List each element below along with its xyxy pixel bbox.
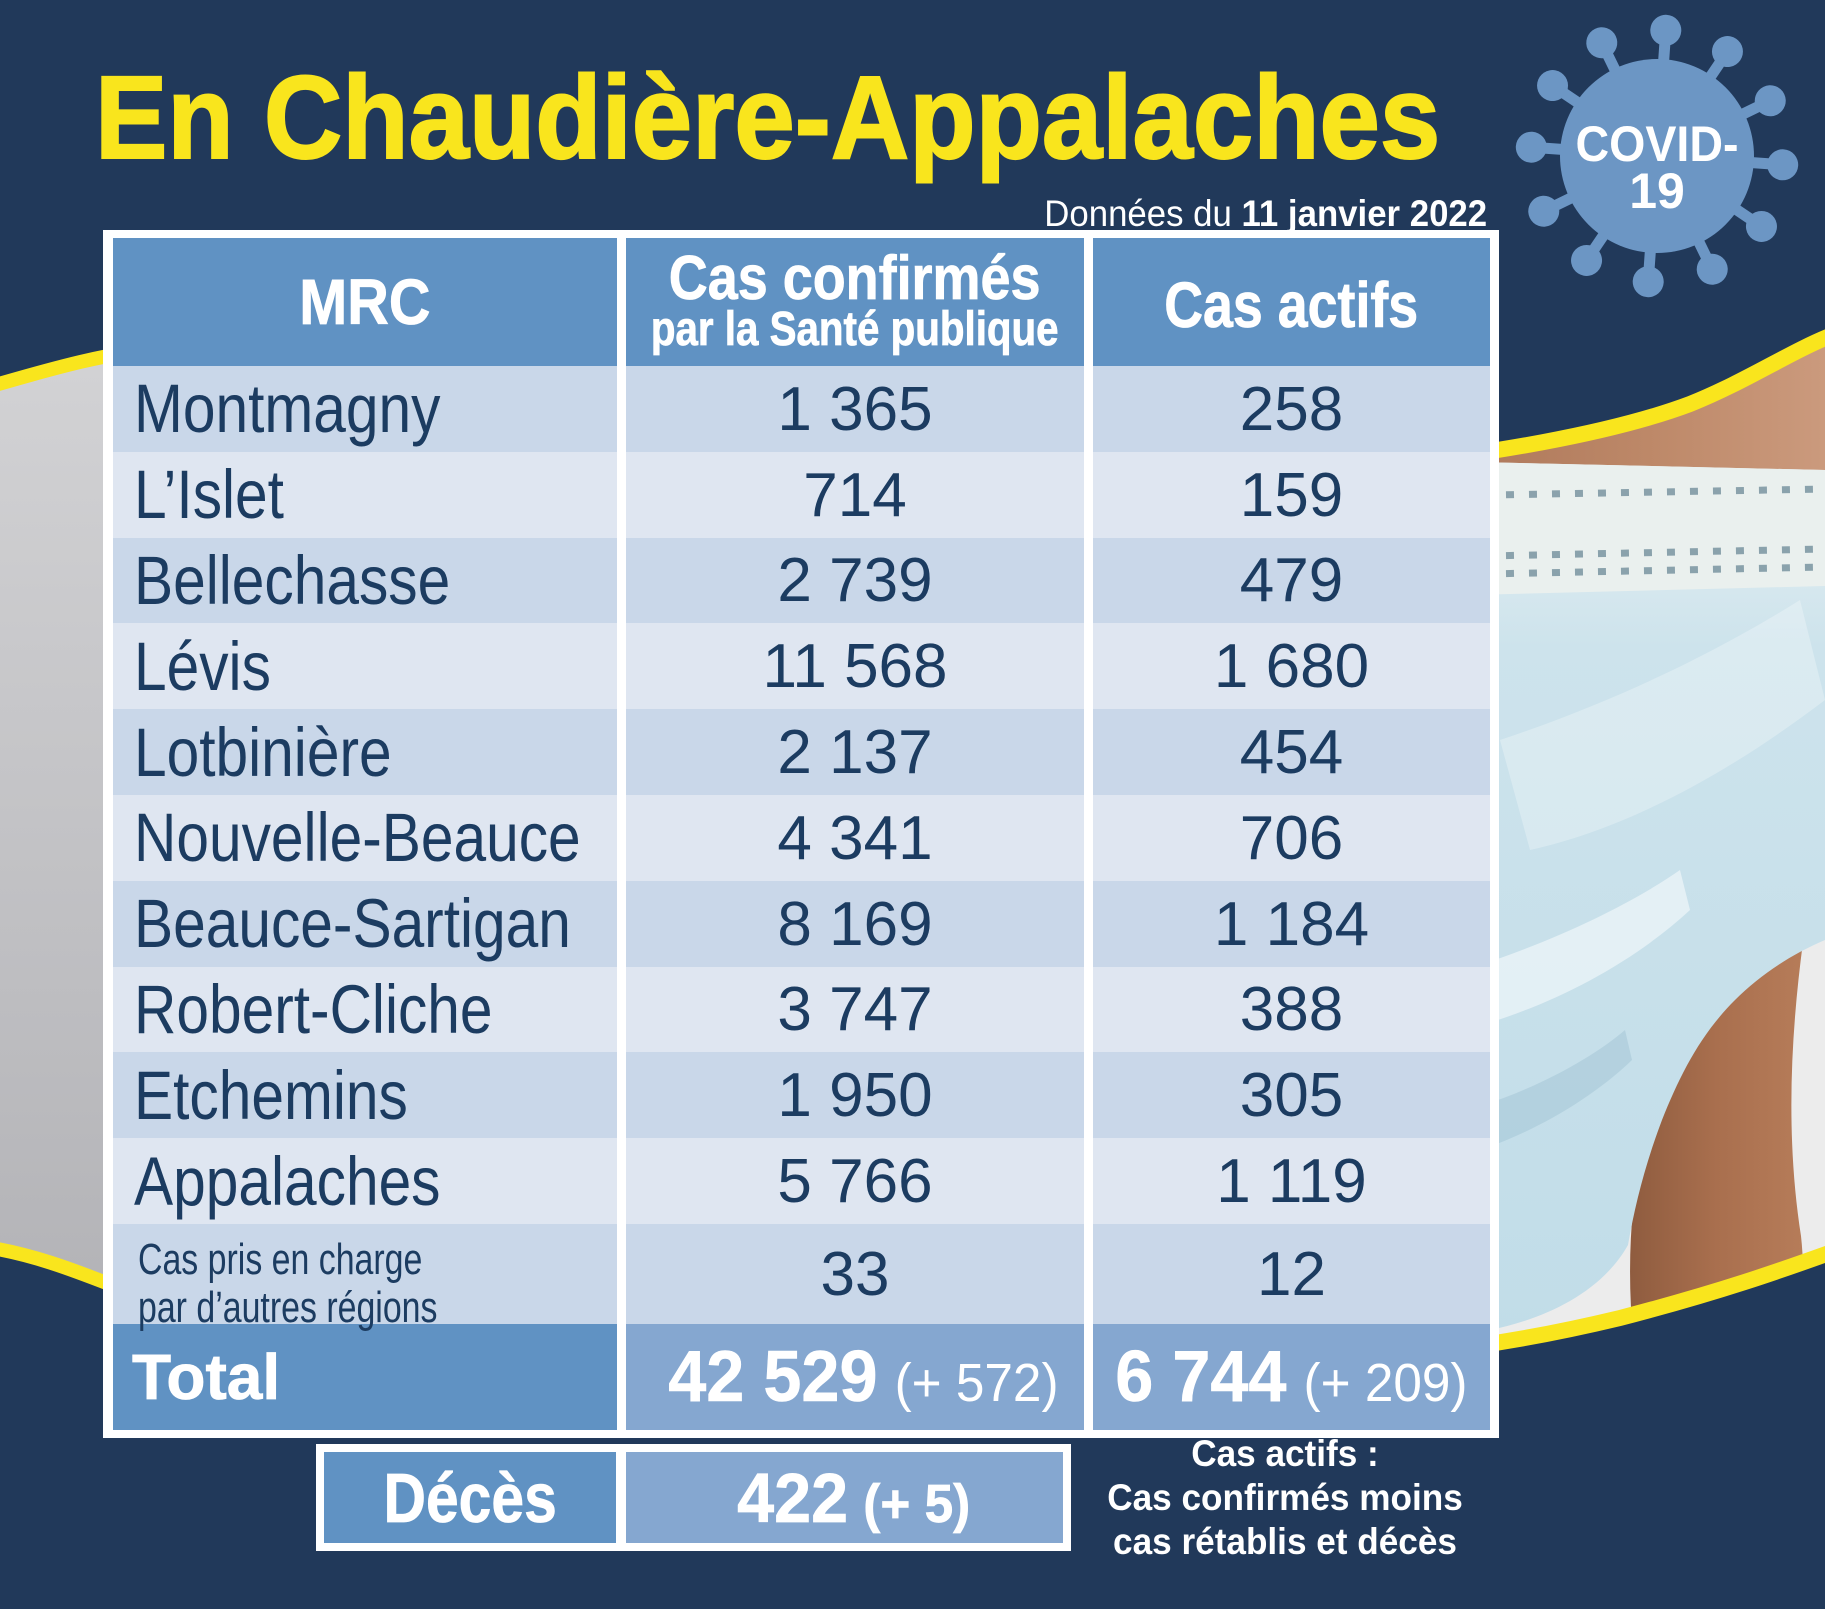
svg-text:COVID-: COVID- (1576, 116, 1739, 172)
svg-text:19: 19 (1629, 163, 1685, 219)
